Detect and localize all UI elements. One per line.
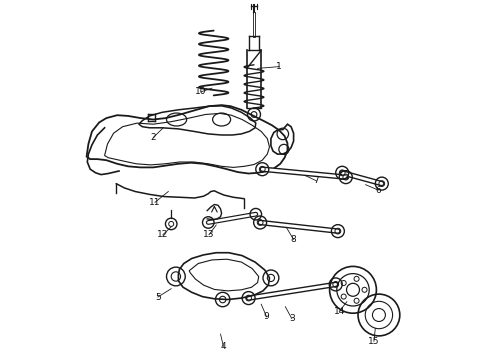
- Text: 14: 14: [334, 307, 345, 316]
- Text: 4: 4: [220, 342, 226, 351]
- Text: 9: 9: [264, 312, 270, 321]
- Text: 3: 3: [289, 314, 294, 323]
- Text: 8: 8: [291, 235, 296, 244]
- Text: 10: 10: [196, 87, 207, 96]
- Text: 6: 6: [375, 186, 381, 195]
- Text: 11: 11: [149, 198, 161, 207]
- Text: 12: 12: [157, 230, 169, 239]
- Text: 1: 1: [276, 62, 282, 71]
- Text: 7: 7: [314, 176, 319, 185]
- Text: 5: 5: [155, 292, 161, 302]
- Text: 2: 2: [150, 133, 156, 142]
- Text: 15: 15: [368, 337, 380, 346]
- Text: 13: 13: [203, 230, 215, 239]
